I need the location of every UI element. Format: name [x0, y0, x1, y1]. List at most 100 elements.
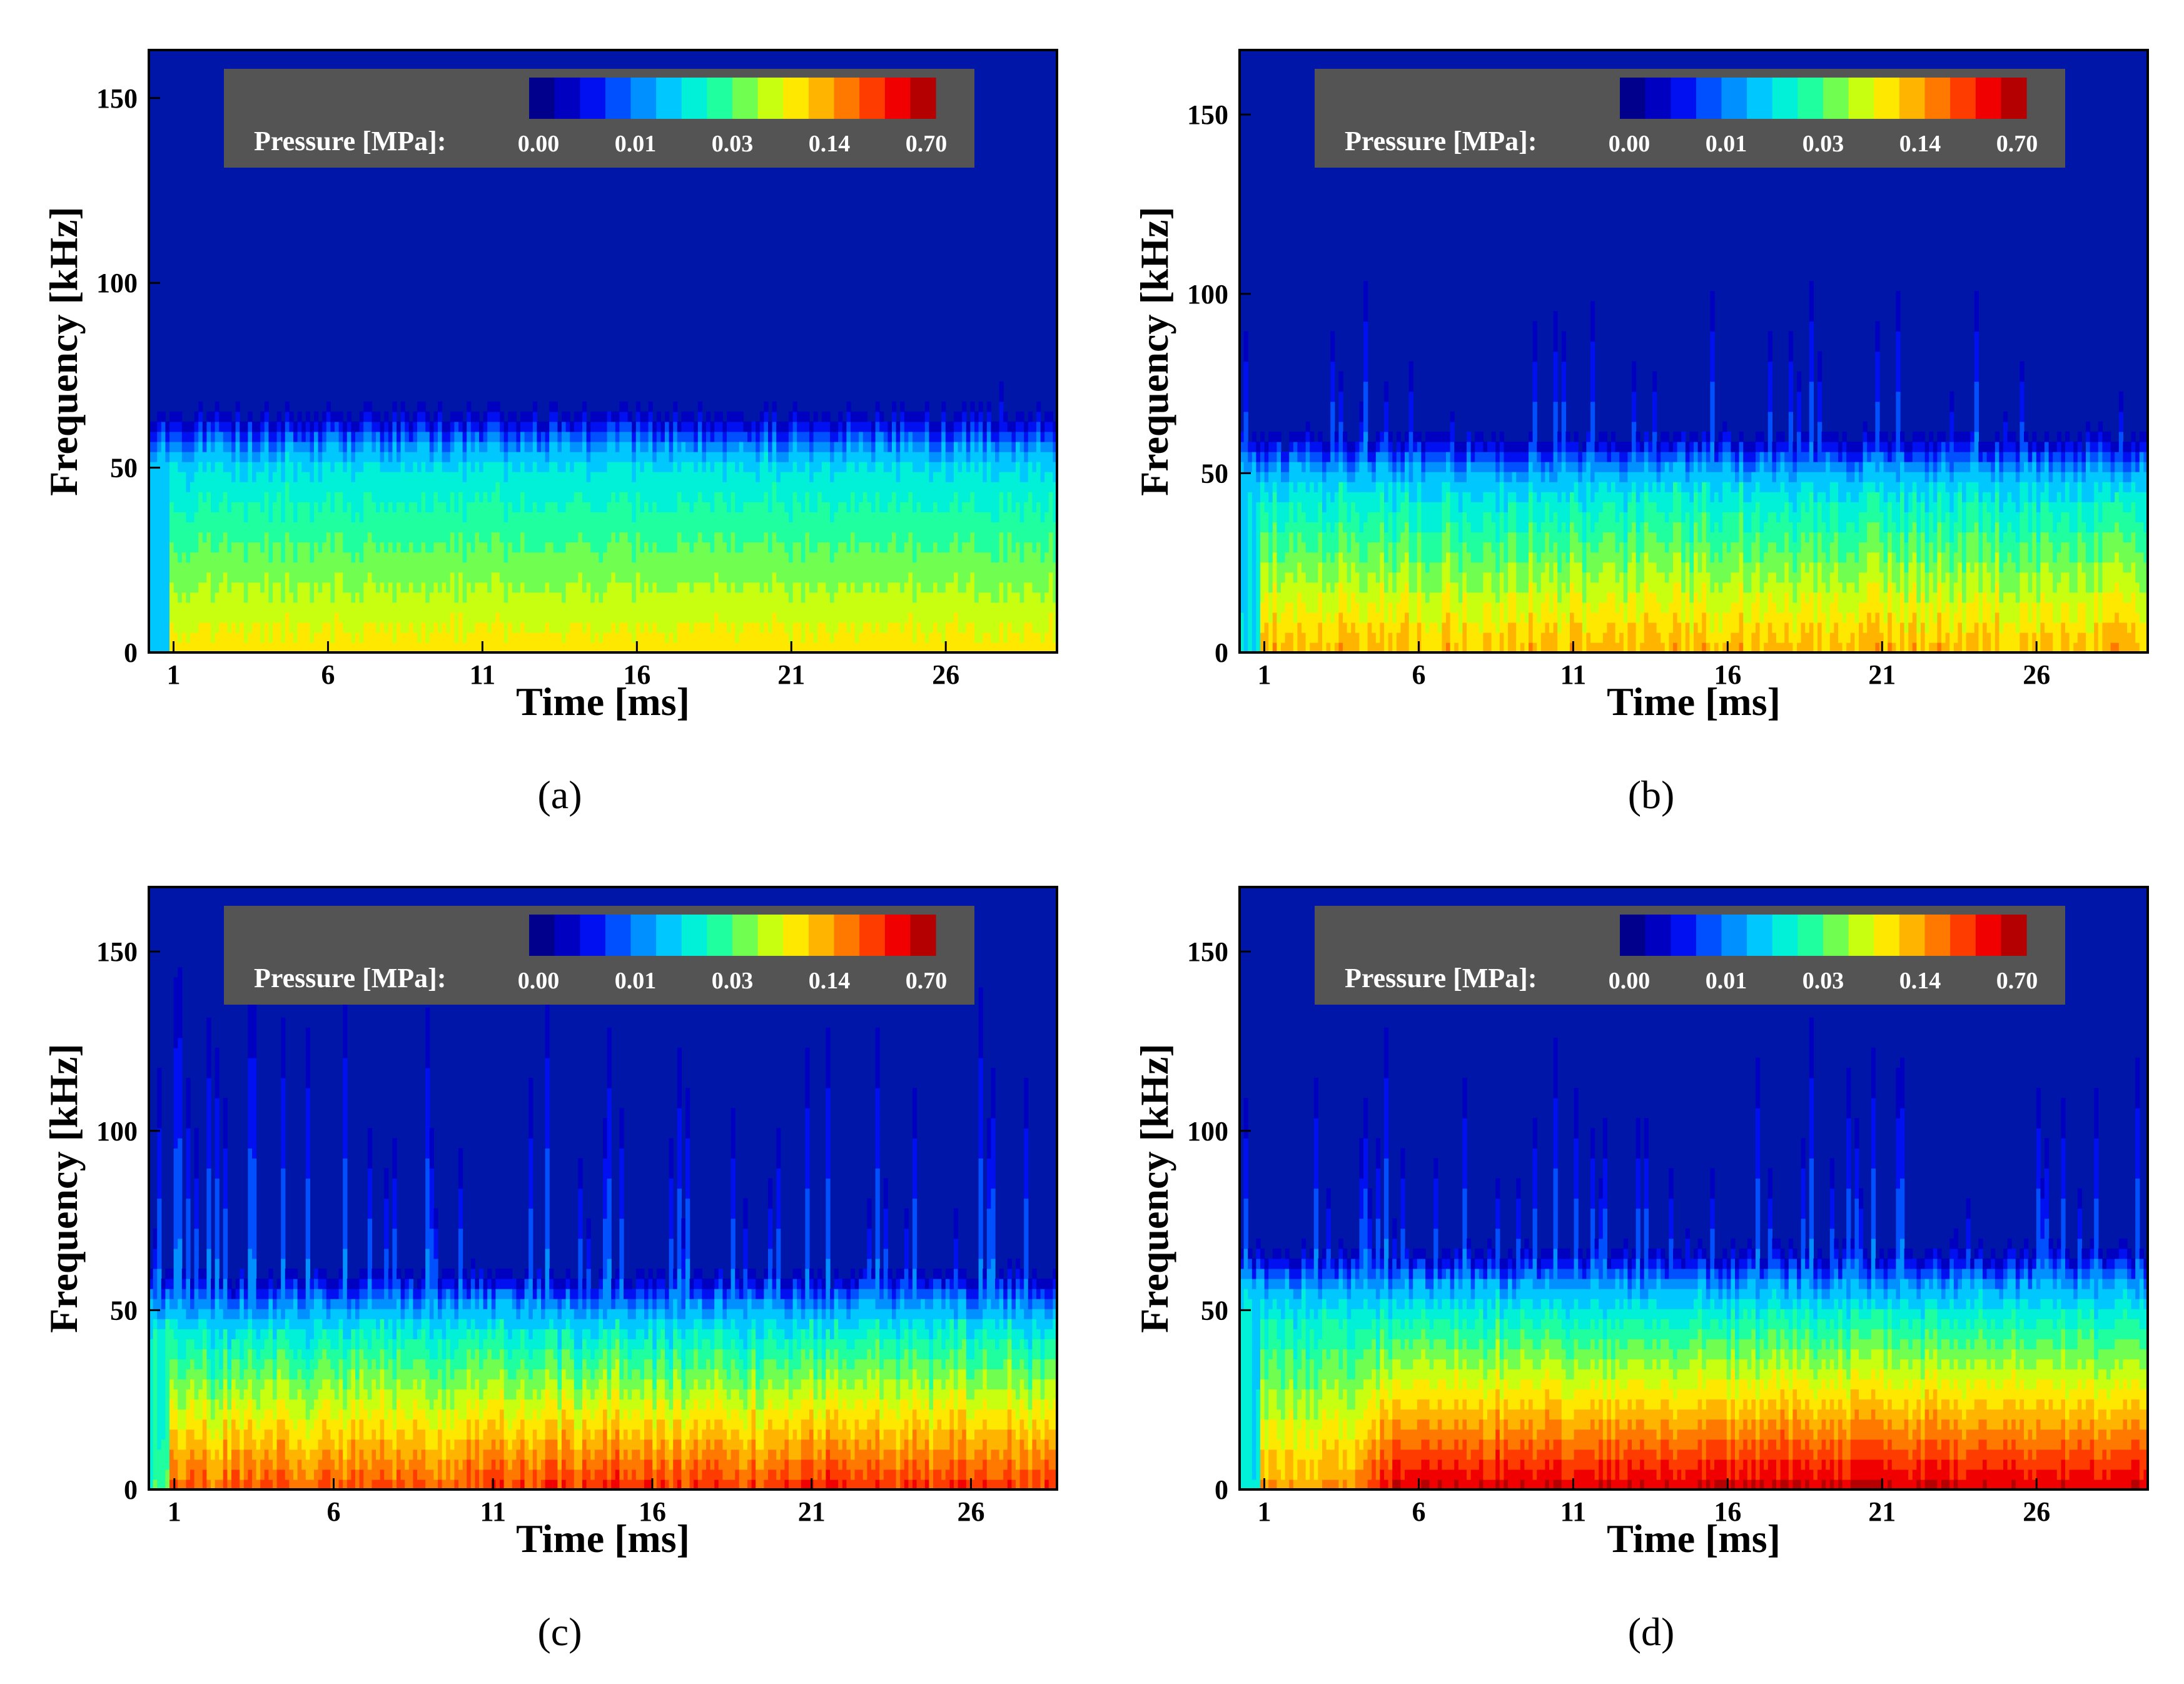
- heatmap-cell: [826, 612, 831, 623]
- heatmap-cell: [553, 532, 558, 543]
- heatmap-cell: [442, 462, 447, 472]
- heatmap-cell: [202, 602, 207, 613]
- heatmap-cell: [603, 502, 608, 512]
- heatmap-cell: [854, 572, 859, 583]
- heatmap-cell: [896, 462, 901, 472]
- heatmap-cell: [582, 482, 587, 492]
- heatmap-cell: [388, 482, 393, 492]
- heatmap-cell: [528, 462, 533, 472]
- heatmap-cell: [867, 562, 872, 573]
- heatmap-cell: [557, 502, 562, 512]
- heatmap-cell: [924, 522, 929, 533]
- heatmap-cell: [1011, 542, 1016, 553]
- heatmap-cell: [512, 592, 517, 603]
- heatmap-cell: [549, 622, 554, 633]
- heatmap-cell: [211, 582, 216, 593]
- heatmap-cell: [1003, 572, 1008, 583]
- heatmap-cell: [718, 602, 723, 613]
- heatmap-cell: [916, 632, 921, 643]
- heatmap-cell: [772, 542, 777, 553]
- heatmap-cell: [937, 592, 942, 603]
- heatmap-cell: [268, 542, 273, 553]
- heatmap-cell: [677, 552, 682, 563]
- heatmap-cell: [570, 552, 575, 563]
- heatmap-cell: [586, 482, 591, 492]
- heatmap-cell: [281, 582, 286, 593]
- heatmap-cell: [665, 592, 670, 603]
- heatmap-cell: [660, 602, 665, 613]
- heatmap-cell: [157, 411, 162, 422]
- heatmap-cell: [624, 431, 629, 442]
- heatmap-cell: [433, 552, 438, 563]
- heatmap-cell: [673, 602, 678, 613]
- heatmap-cell: [273, 502, 278, 512]
- heatmap-cell: [512, 472, 517, 482]
- heatmap-cell: [954, 642, 959, 652]
- heatmap-cell: [169, 572, 174, 583]
- heatmap-cell: [883, 492, 888, 502]
- heatmap-cell: [739, 622, 744, 633]
- heatmap-cell: [685, 592, 690, 603]
- heatmap-cell: [240, 612, 245, 623]
- heatmap-cell: [338, 522, 343, 533]
- heatmap-cell: [243, 572, 248, 583]
- heatmap-cell: [834, 612, 839, 623]
- heatmap-cell: [276, 512, 281, 522]
- heatmap-cell: [599, 552, 604, 563]
- heatmap-cell: [264, 532, 269, 543]
- heatmap-cell: [285, 592, 290, 603]
- heatmap-cell: [380, 512, 385, 522]
- heatmap-cell: [974, 431, 979, 442]
- heatmap-cell: [235, 502, 240, 512]
- heatmap-cell: [376, 532, 381, 543]
- heatmap-cell: [619, 552, 624, 563]
- heatmap-cell: [574, 592, 579, 603]
- heatmap-cell: [780, 442, 785, 452]
- heatmap-cell: [202, 552, 207, 563]
- heatmap-cell: [908, 532, 913, 543]
- heatmap-cell: [809, 452, 814, 462]
- heatmap-cell: [367, 431, 372, 442]
- heatmap-cell: [727, 602, 732, 613]
- heatmap-cell: [954, 632, 959, 643]
- heatmap-cell: [962, 512, 967, 522]
- heatmap-cell: [562, 632, 567, 643]
- heatmap-cell: [343, 532, 348, 543]
- heatmap-cell: [929, 622, 934, 633]
- heatmap-cell: [190, 562, 195, 573]
- heatmap-cell: [706, 602, 711, 613]
- heatmap-cell: [747, 482, 752, 492]
- heatmap-cell: [862, 532, 867, 543]
- heatmap-cell: [594, 512, 599, 522]
- heatmap-cell: [582, 642, 587, 652]
- heatmap-cell: [363, 542, 368, 553]
- heatmap-cell: [854, 462, 859, 472]
- heatmap-cell: [632, 572, 637, 583]
- heatmap-cell: [355, 542, 360, 553]
- heatmap-cell: [248, 492, 253, 502]
- heatmap-cell: [813, 632, 818, 643]
- heatmap-cell: [545, 612, 550, 623]
- heatmap-cell: [400, 532, 405, 543]
- heatmap-cell: [397, 592, 402, 603]
- heatmap-cell: [991, 542, 996, 553]
- heatmap-cell: [450, 512, 455, 522]
- heatmap-cell: [322, 492, 327, 502]
- heatmap-cell: [438, 622, 443, 633]
- heatmap-cell: [739, 532, 744, 543]
- heatmap-cell: [958, 542, 963, 553]
- heatmap-cell: [400, 622, 405, 633]
- heatmap-cell: [429, 612, 434, 623]
- heatmap-cell: [194, 522, 199, 533]
- heatmap-cell: [211, 592, 216, 603]
- heatmap-cell: [421, 522, 426, 533]
- heatmap-cell: [532, 411, 537, 422]
- heatmap-cell: [359, 431, 364, 442]
- heatmap-cell: [986, 582, 991, 593]
- heatmap-cell: [862, 452, 867, 462]
- heatmap-cell: [665, 411, 670, 422]
- heatmap-cell: [970, 642, 975, 652]
- heatmap-cell: [372, 572, 377, 583]
- heatmap-cell: [194, 482, 199, 492]
